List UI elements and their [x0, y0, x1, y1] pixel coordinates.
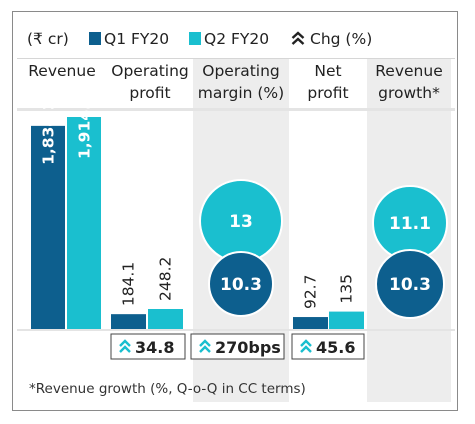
- unit-label: (₹ cr): [27, 30, 69, 48]
- header-net-profit-line1: Net: [314, 62, 341, 80]
- change-box-op-margin: [190, 333, 285, 360]
- bar-op-profit-q1: [111, 314, 146, 329]
- legend-label-chg: Chg (%): [310, 30, 372, 48]
- header-net-profit-line2: profit: [307, 84, 348, 102]
- chevron-stroke: [199, 345, 211, 353]
- legend-swatch-q2: [189, 32, 201, 45]
- double-chevron-up-icon: [199, 339, 211, 353]
- data-label-op-profit-q2: 248.2: [157, 257, 175, 301]
- bar-op-profit-q2: [148, 309, 183, 329]
- legend-label-q1: Q1 FY20: [104, 30, 169, 48]
- change-value-op-profit: 34.8: [135, 338, 174, 357]
- bar-net-profit-q2: [329, 311, 364, 329]
- change-value-op-margin: 270bps: [215, 338, 281, 357]
- bar-revenue-q1: [31, 125, 65, 329]
- change-value-net-profit: 45.6: [316, 338, 355, 357]
- chevron-stroke: [119, 345, 131, 353]
- header-op-profit-line2: profit: [129, 84, 170, 102]
- double-chevron-up-icon: [300, 339, 312, 353]
- bubble-rev-growth-q1-label: 10.3: [389, 275, 431, 295]
- double-chevron-up-icon: [291, 31, 305, 45]
- chevron-stroke: [300, 339, 312, 347]
- data-label-revenue-q1: 1,834.2: [40, 99, 58, 165]
- header-rule: [17, 108, 455, 111]
- double-chevron-up-icon: [119, 339, 131, 353]
- chevron-stroke: [119, 339, 131, 347]
- change-box-op-profit: [110, 333, 186, 360]
- bar-net-profit-q1: [293, 317, 328, 329]
- header-revenue-line1: Revenue: [28, 62, 96, 80]
- legend-label-q2: Q2 FY20: [204, 30, 269, 48]
- header-op-profit-line1: Operating: [111, 62, 189, 80]
- chevron-stroke: [199, 339, 211, 347]
- bubble-op-margin-q1: [208, 251, 274, 317]
- baseline: [17, 329, 455, 331]
- chevron-stroke: [291, 37, 305, 45]
- data-label-op-profit-q1: 184.1: [120, 262, 138, 306]
- header-op-margin-line1: Operating: [202, 62, 280, 80]
- bubble-op-margin-q1-label: 10.3: [220, 275, 262, 295]
- chevron-stroke: [291, 31, 305, 39]
- change-box-net-profit: [291, 333, 365, 360]
- chevron-stroke: [300, 345, 312, 353]
- data-label-revenue-q2: 1,914.3: [76, 93, 94, 159]
- bubble-rev-growth-q2-label: 11.1: [389, 214, 431, 234]
- bar-revenue-q2: [67, 117, 101, 329]
- bubble-op-margin-q2-label: 13: [229, 212, 253, 232]
- header-rule-top: [17, 58, 455, 59]
- footnote: *Revenue growth (%, Q-o-Q in CC terms): [29, 381, 306, 397]
- header-rev-growth-line2: growth*: [378, 84, 440, 102]
- data-label-net-profit-q2: 135: [338, 274, 356, 304]
- bubble-rev-growth-q1: [375, 249, 445, 319]
- legend-swatch-q1: [89, 32, 101, 45]
- header-rev-growth-line1: Revenue: [375, 62, 443, 80]
- chart-frame: (₹ cr) Q1 FY20 Q2 FY20 Chg (%) Revenue Operat…: [12, 11, 458, 411]
- header-op-margin-line2: margin (%): [198, 84, 284, 102]
- chart-canvas: (₹ cr) Q1 FY20 Q2 FY20 Chg (%)Revenue Operat…: [17, 30, 455, 402]
- data-label-net-profit-q1: 92.7: [302, 275, 320, 310]
